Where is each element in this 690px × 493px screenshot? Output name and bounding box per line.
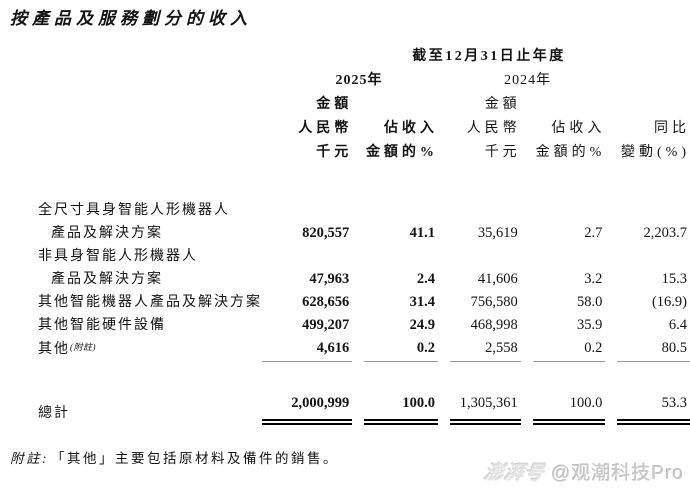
- row-label-text: 產品及解決方案: [51, 226, 163, 241]
- table-row: 其他(附註) 4,616 0.2 2,558 0.2 80.5: [38, 337, 690, 362]
- revenue-table: 截至12月31日止年度 2025年 2024年 金額 金額 人民幣 佔收入: [38, 45, 690, 425]
- spacer-row: [38, 362, 690, 392]
- table-footer: 總計 2,000,999 100.0 1,305,361 100.0 53.3: [38, 362, 690, 425]
- col-header-yoy-l1: 同比: [654, 121, 690, 136]
- year-header-row: 2025年 2024年: [38, 69, 690, 93]
- cell-v2024: 41,606: [477, 271, 518, 287]
- row-label: 全尺寸具身智能人形機器人: [38, 199, 690, 222]
- row-label: 其他(附註): [38, 337, 262, 362]
- period-header: 截至12月31日止年度: [412, 49, 566, 64]
- cell-p2025: 41.1: [409, 225, 435, 241]
- total-2024-share: 100.0: [532, 392, 606, 425]
- cell-v2025: 499,207: [302, 317, 350, 333]
- footnote-label: 附註:: [10, 451, 49, 466]
- row-label-text: 全尺寸具身智能人形機器人: [38, 203, 230, 218]
- table-row: 其他智能機器人產品及解決方案 628,656 31.4 756,580 58.0 (16.…: [38, 291, 690, 314]
- row-label-footnote-ref: (附註): [70, 342, 96, 352]
- column-header-row-3: 千元 金額的% 千元 金額的% 變動(%): [38, 141, 690, 199]
- col-header-yoy-l2: 變動(%): [621, 145, 690, 160]
- table-row: 產品及解決方案 47,963 2.4 41,606 3.2 15.3: [38, 268, 690, 291]
- row-label: 其他智能硬件設備: [38, 314, 262, 337]
- table-row-label-line: 非具身智能人形機器人: [38, 245, 690, 268]
- cell-yoy: 6.4: [668, 317, 687, 333]
- cell-v2024: 2,558: [449, 337, 521, 362]
- cell-yoy: 15.3: [661, 271, 687, 287]
- cell-p2025: 0.2: [364, 337, 438, 362]
- column-header-row-1: 金額 金額: [38, 93, 690, 117]
- page-title: 按產品及服務劃分的收入: [10, 9, 252, 28]
- row-label-text: 其他智能硬件設備: [38, 318, 166, 333]
- col-header-share-2025-l2: 金額的%: [365, 145, 438, 160]
- cell-v2025: 820,557: [302, 225, 350, 241]
- cell-v2025: 47,963: [309, 271, 350, 287]
- cell-p2024: 58.0: [576, 294, 603, 310]
- row-label-text: 非具身智能人形機器人: [38, 249, 198, 264]
- cell-v2024: 756,580: [470, 294, 518, 310]
- col-header-share-2024-l2: 金額的%: [535, 145, 606, 160]
- cell-p2024: 35.9: [576, 317, 603, 333]
- total-2025-share: 100.0: [364, 392, 438, 425]
- row-label: 其他智能機器人產品及解決方案: [38, 291, 262, 314]
- cell-p2024: 2.7: [584, 225, 603, 241]
- total-2024-amount: 1,305,361: [449, 392, 521, 425]
- col-header-share-2025-l1: 佔收入: [383, 121, 438, 136]
- table-row: 其他智能硬件設備 499,207 24.9 468,998 35.9 6.4: [38, 314, 690, 337]
- footnote-text: 「其他」主要包括原材料及備件的銷售。: [51, 451, 339, 466]
- row-label-text: 其他智能機器人產品及解決方案: [38, 295, 262, 310]
- cell-p2024: 0.2: [532, 337, 606, 362]
- row-label: 產品及解決方案: [38, 222, 262, 245]
- col-header-share-2024-l1: 佔收入: [551, 121, 606, 136]
- row-label: 非具身智能人形機器人: [38, 245, 690, 268]
- col-header-amount-2025-l3: 千元: [316, 145, 353, 160]
- col-header-amount-2024-l2: 人民幣: [466, 121, 521, 136]
- year-2024-header: 2024年: [504, 73, 552, 88]
- cell-v2025: 628,656: [302, 294, 350, 310]
- column-header-row-2: 人民幣 佔收入 人民幣 佔收入 同比: [38, 117, 690, 141]
- cell-yoy: 2,203.7: [643, 225, 688, 241]
- cell-p2025: 2.4: [416, 271, 435, 287]
- footnote: 附註: 「其他」主要包括原材料及備件的銷售。: [10, 447, 690, 467]
- row-label-text: 產品及解決方案: [51, 272, 163, 287]
- row-label: 產品及解決方案: [38, 268, 262, 291]
- cell-yoy: (16.9): [651, 294, 687, 310]
- row-label-text: 其他: [38, 342, 70, 357]
- watermark: 澎湃号 @观潮科技Pro: [482, 458, 684, 485]
- cell-v2024: 35,619: [477, 225, 518, 241]
- total-2025-amount: 2,000,999: [262, 392, 353, 425]
- cell-v2025: 4,616: [262, 337, 353, 362]
- table-row-label-line: 全尺寸具身智能人形機器人: [38, 199, 690, 222]
- table-header: 截至12月31日止年度 2025年 2024年 金額 金額 人民幣 佔收入: [38, 45, 690, 199]
- total-row: 總計 2,000,999 100.0 1,305,361 100.0 53.3: [38, 392, 690, 425]
- cell-p2025: 31.4: [409, 294, 435, 310]
- watermark-handle: @观潮科技Pro: [551, 463, 684, 484]
- year-2025-header: 2025年: [335, 73, 383, 88]
- cell-yoy: 80.5: [617, 337, 690, 362]
- table-body: 全尺寸具身智能人形機器人產品及解決方案 820,557 41.1 35,619 2.7 2…: [38, 199, 690, 362]
- total-yoy-change: 53.3: [617, 392, 690, 425]
- period-header-row: 截至12月31日止年度: [38, 45, 690, 69]
- cell-p2025: 24.9: [409, 317, 435, 333]
- total-label: 總計: [38, 406, 70, 421]
- document-page: 按產品及服務劃分的收入 截至12月31日止年度 2025年 2024年 金額: [0, 9, 690, 493]
- cell-p2024: 3.2: [584, 271, 603, 287]
- col-header-amount-2025-l1: 金額: [316, 97, 353, 112]
- cell-v2024: 468,998: [470, 317, 518, 333]
- col-header-amount-2025-l2: 人民幣: [298, 121, 353, 136]
- col-header-amount-2024-l3: 千元: [484, 145, 521, 160]
- watermark-logo: 澎湃号: [482, 463, 547, 484]
- col-header-amount-2024-l1: 金額: [484, 97, 521, 112]
- table-row: 產品及解決方案 820,557 41.1 35,619 2.7 2,203.7: [38, 222, 690, 245]
